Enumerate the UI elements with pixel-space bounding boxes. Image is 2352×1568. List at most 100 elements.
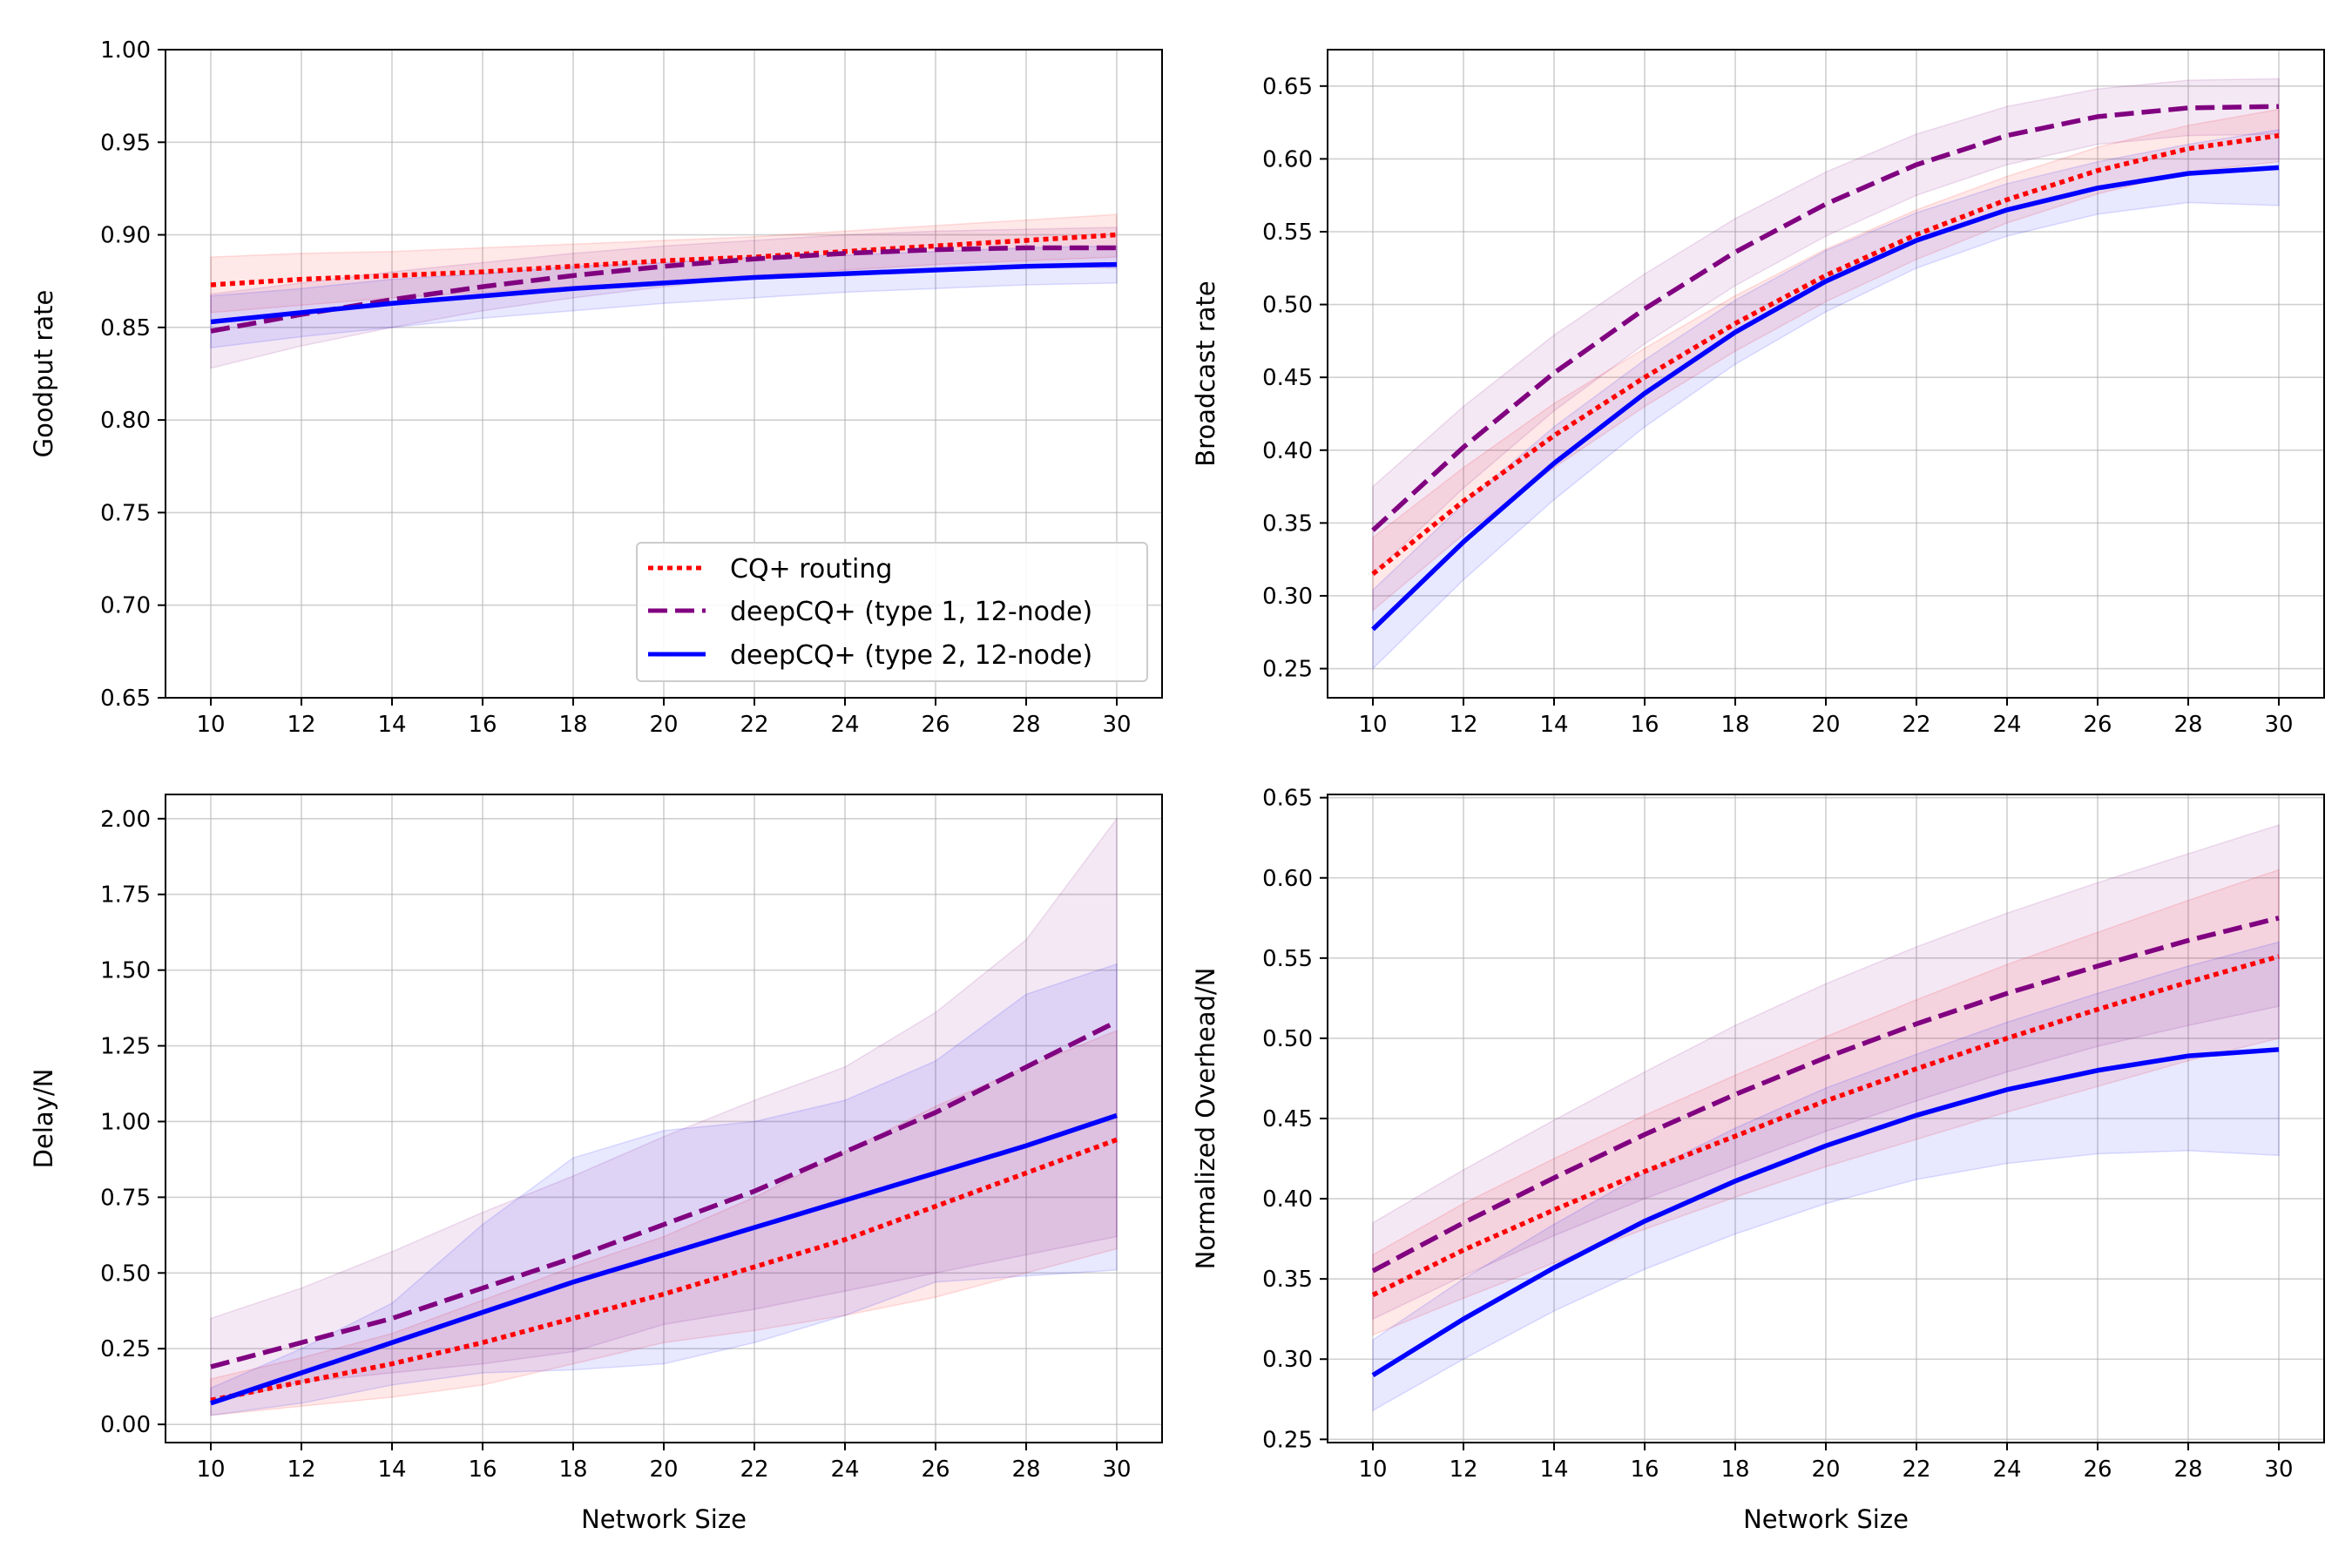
y-tick-label: 0.85 [100, 315, 151, 341]
x-tick-label: 30 [2264, 712, 2293, 738]
y-tick-label: 1.75 [100, 882, 151, 909]
y-tick-label: 2.00 [100, 807, 151, 833]
chart-panel-1: 10 12 14 16 18 20 22 24 26 28 30 0.65 0.70 0.75 0.80 0.… [29, 37, 1163, 738]
x-tick-label: 18 [558, 712, 587, 738]
x-tick-label: 10 [1358, 1456, 1387, 1483]
x-tick-label: 16 [1630, 1456, 1659, 1483]
x-tick-label: 12 [1449, 712, 1477, 738]
band-deepcq-type-1-12-node [1372, 823, 2280, 1321]
series-line-cq-routing [210, 232, 1118, 287]
y-tick-label: 0.45 [1262, 1106, 1313, 1132]
y-tick-label: 0.50 [1262, 293, 1313, 319]
band-deepcq-type-1-12-node [1372, 78, 2280, 576]
x-tick-label: 18 [558, 1456, 587, 1483]
y-tick-label: 0.65 [100, 686, 151, 712]
band-deepcq-type-1-12-node [210, 226, 1118, 369]
x-tick-label: 12 [287, 1456, 315, 1483]
band-deepcq-type-2-12-node [1372, 129, 2280, 671]
chart-panel-2: 10 12 14 16 18 20 22 24 26 28 30 0.25 0.30 0.35 0.40 0.… [1191, 49, 2325, 738]
legend-label-cq-routing: CQ+ routing [730, 554, 892, 585]
series-line-deepcq-type-2-12-node [1371, 1047, 2280, 1377]
x-tick-label: 12 [287, 712, 315, 738]
legend-frame [636, 542, 1148, 682]
y-tick-label: 0.65 [1262, 786, 1313, 812]
y-axis-label: Delay/N [29, 1069, 58, 1169]
band-cq-routing [210, 213, 1118, 314]
x-tick-label: 28 [2173, 712, 2202, 738]
y-tick-label: 0.40 [1262, 438, 1313, 464]
y-tick-label: 0.75 [100, 1185, 151, 1211]
y-tick-label: 0.75 [100, 500, 151, 526]
x-axis-label: Network Size [581, 1504, 747, 1534]
y-tick-label: 0.70 [100, 593, 151, 619]
x-tick-label: 30 [2264, 1456, 2293, 1483]
x-tick-label: 24 [830, 1456, 859, 1483]
y-tick-label: 0.40 [1262, 1186, 1313, 1213]
x-tick-label: 30 [1102, 1456, 1131, 1483]
series-line-cq-routing [1371, 132, 2280, 577]
series-line-deepcq-type-2-12-node [1371, 165, 2280, 632]
y-tick-label: 0.80 [100, 408, 151, 434]
y-tick-label: 0.50 [100, 1260, 151, 1287]
y-tick-label: 0.25 [1262, 1427, 1313, 1453]
y-tick-label: 0.25 [1262, 657, 1313, 683]
x-tick-label: 14 [1539, 712, 1568, 738]
x-tick-label: 16 [468, 1456, 497, 1483]
x-tick-label: 26 [921, 1456, 950, 1483]
x-tick-label: 20 [649, 712, 678, 738]
band-cq-routing [210, 1030, 1118, 1416]
y-tick-label: 0.65 [1262, 74, 1313, 100]
y-tick-label: 1.00 [100, 1109, 151, 1135]
x-axis-label: Network Size [1743, 1504, 1909, 1534]
x-tick-label: 14 [377, 1456, 406, 1483]
band-deepcq-type-2-12-node [210, 963, 1118, 1416]
series-line-cq-routing [210, 1137, 1118, 1403]
y-tick-label: 0.50 [1262, 1026, 1313, 1052]
y-tick-label: 0.30 [1262, 1347, 1313, 1373]
x-tick-label: 20 [649, 1456, 678, 1483]
y-tick-label: 0.55 [1262, 946, 1313, 972]
series-line-cq-routing [1371, 954, 2280, 1298]
x-tick-label: 22 [740, 1456, 768, 1483]
legend: CQ+ routing deepCQ+ (type 1, 12-node) de… [636, 542, 1148, 682]
x-tick-label: 24 [1992, 1456, 2021, 1483]
y-tick-label: 0.90 [100, 223, 151, 249]
x-tick-label: 14 [377, 712, 406, 738]
x-tick-label: 24 [830, 712, 859, 738]
y-tick-label: 0.25 [100, 1336, 151, 1362]
band-deepcq-type-1-12-node [210, 816, 1118, 1404]
y-tick-label: 1.50 [100, 958, 151, 984]
x-tick-label: 28 [1011, 712, 1040, 738]
series-line-deepcq-type-1-12-node [1371, 104, 2280, 532]
series-line-deepcq-type-2-12-node [210, 1112, 1118, 1406]
x-tick-label: 26 [2083, 1456, 2112, 1483]
x-tick-label: 20 [1811, 1456, 1840, 1483]
x-tick-label: 22 [740, 712, 768, 738]
x-tick-label: 10 [196, 1456, 225, 1483]
series-line-deepcq-type-2-12-node [210, 261, 1118, 325]
y-tick-label: 0.60 [1262, 866, 1313, 892]
y-tick-label: 0.30 [1262, 584, 1313, 610]
x-tick-label: 22 [1902, 1456, 1930, 1483]
y-axis-label: Normalized Overhead/N [1191, 968, 1220, 1270]
band-cq-routing [1372, 108, 2280, 612]
chart-panel-3: 10 12 14 16 18 20 22 24 26 28 30 0.00 0.25 0.50 0.75 1.… [29, 794, 1163, 1534]
x-tick-label: 28 [2173, 1456, 2202, 1483]
y-tick-label: 0.95 [100, 130, 151, 156]
x-tick-label: 16 [468, 712, 497, 738]
y-tick-label: 0.35 [1262, 510, 1313, 537]
x-tick-label: 28 [1011, 1456, 1040, 1483]
legend-label-deepcq-type1: deepCQ+ (type 1, 12-node) [730, 597, 1092, 627]
y-tick-label: 0.45 [1262, 365, 1313, 391]
y-axis-label: Broadcast rate [1191, 280, 1220, 466]
band-deepcq-type-2-12-node [1372, 941, 2280, 1412]
x-tick-label: 24 [1992, 712, 2021, 738]
y-tick-label: 0.35 [1262, 1267, 1313, 1293]
chart-panel-4: 10 12 14 16 18 20 22 24 26 28 30 0.25 0.30 0.35 0.40 0.… [1191, 786, 2325, 1534]
x-tick-label: 16 [1630, 712, 1659, 738]
x-tick-label: 10 [1358, 712, 1387, 738]
y-tick-label: 1.00 [100, 37, 151, 64]
series-line-deepcq-type-1-12-node [1371, 916, 2280, 1274]
y-axis-label: Goodput rate [29, 290, 58, 458]
x-tick-label: 26 [2083, 712, 2112, 738]
